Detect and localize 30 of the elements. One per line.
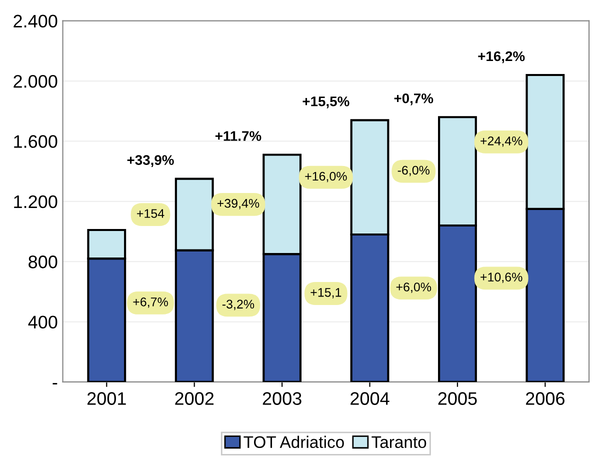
- y-tick-label: 400: [28, 316, 58, 329]
- y-tick-label: 1.600: [14, 135, 58, 148]
- annotation: -6,0%: [398, 166, 430, 176]
- legend-label: Taranto: [372, 436, 426, 448]
- x-tick-label: 2003: [262, 392, 302, 405]
- annotation: +39,4%: [217, 198, 260, 210]
- annotation: +0,7%: [394, 93, 434, 106]
- annotation: +15,1: [310, 288, 342, 298]
- y-tick-label: 1.200: [14, 195, 58, 208]
- legend-label: TOT Adriatico: [244, 436, 344, 448]
- x-tick-label: 2006: [526, 392, 564, 405]
- y-tick-label: -: [52, 383, 58, 384]
- annotation: +6,0%: [396, 282, 432, 293]
- annotation: +33,9%: [127, 155, 174, 167]
- y-tick-label: 2.400: [14, 14, 58, 28]
- x-tick-label: 2004: [350, 392, 390, 405]
- y-tick-label: 2.000: [14, 74, 58, 88]
- x-tick-label: 2002: [175, 392, 214, 405]
- annotation: +6,7%: [133, 297, 168, 308]
- annotation: +11.7%: [215, 131, 262, 141]
- annotation: +16,0%: [305, 172, 347, 182]
- y-tick-label: 800: [28, 256, 58, 268]
- annotation: +16,2%: [478, 51, 525, 64]
- annotation: +15,5%: [302, 96, 350, 108]
- annotation: +24,4%: [480, 136, 522, 147]
- annotation: -3,2%: [222, 300, 254, 310]
- x-tick-label: 2005: [438, 392, 477, 405]
- annotation: +154: [137, 209, 164, 218]
- annotation: +10,6%: [480, 272, 522, 283]
- x-tick-label: 2001: [87, 392, 126, 405]
